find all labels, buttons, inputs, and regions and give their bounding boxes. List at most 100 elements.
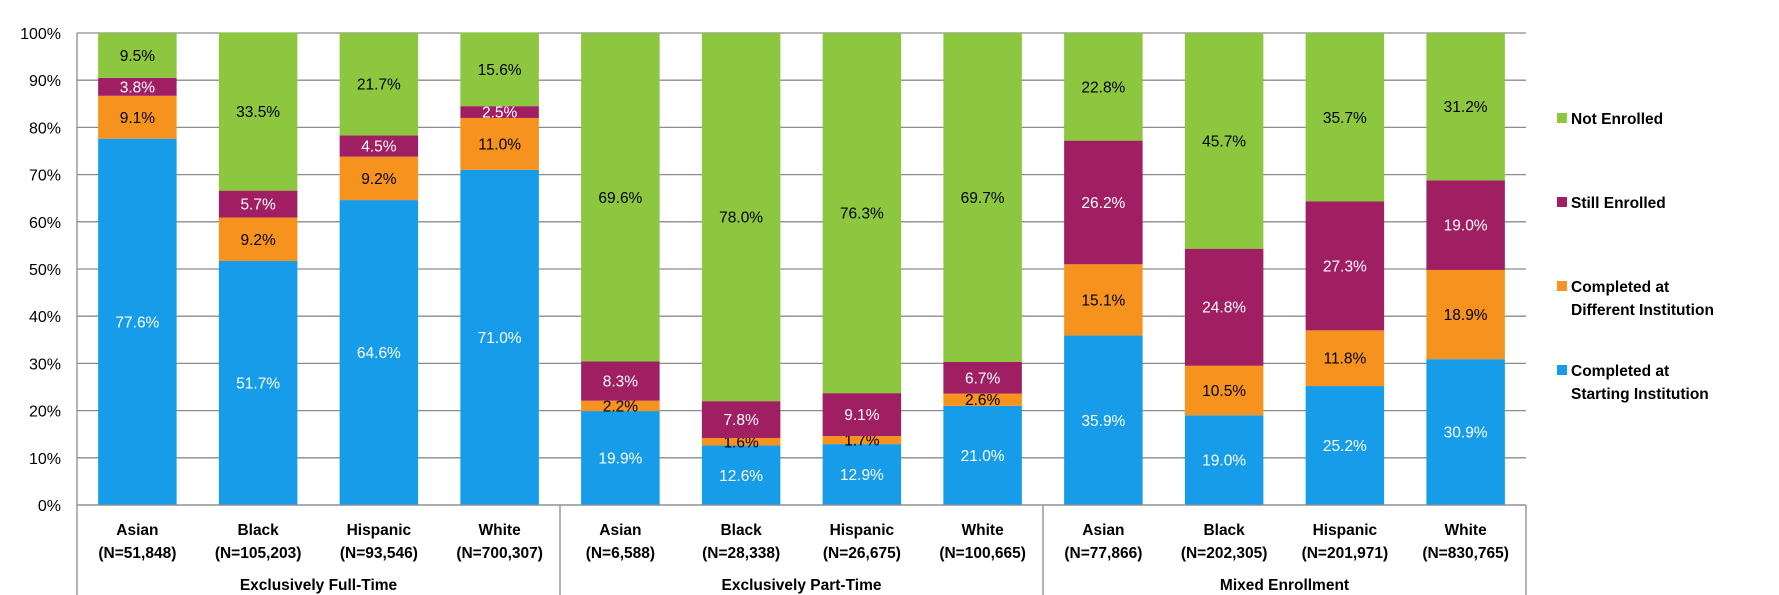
legend-label: Not Enrolled — [1571, 111, 1663, 128]
data-label: 19.0% — [1444, 218, 1488, 235]
data-label: 12.9% — [840, 467, 884, 484]
data-label: 7.8% — [723, 412, 759, 429]
category-n-label: (N=201,971) — [1302, 545, 1389, 562]
category-n-label: (N=93,546) — [340, 545, 418, 562]
bar-segment — [1426, 33, 1505, 181]
legend-label: Different Institution — [1571, 302, 1714, 319]
bar-segment — [701, 437, 781, 446]
group-label: Exclusively Full-Time — [240, 577, 398, 594]
data-label: 26.2% — [1081, 195, 1125, 212]
bar-segment — [943, 393, 1022, 406]
legend-swatch — [1557, 113, 1567, 123]
gridlines — [77, 32, 1526, 506]
bar-segment — [1184, 365, 1264, 416]
y-tick-label: 60% — [29, 215, 61, 232]
bar-segment — [1426, 180, 1505, 270]
bar-segment — [822, 444, 902, 505]
legend: Not Enrolled Still Enrolled Completed at Di… — [1557, 111, 1714, 403]
bar-segment — [98, 95, 177, 139]
category-n-label: (N=830,765) — [1422, 545, 1509, 562]
data-label: 15.6% — [478, 62, 522, 79]
bar-segment — [581, 411, 660, 505]
bar-segment — [1305, 330, 1385, 387]
data-label: 11.0% — [478, 136, 521, 153]
bar-segment — [218, 217, 298, 261]
data-label: 45.7% — [1202, 133, 1246, 150]
bar-segment — [943, 361, 1022, 394]
y-tick-label: 30% — [29, 356, 61, 373]
category-n-label: (N=26,675) — [823, 545, 901, 562]
category-label: White — [1445, 522, 1488, 539]
category-n-label: (N=202,305) — [1181, 545, 1268, 562]
data-label: 71.0% — [478, 330, 522, 347]
group-label: Exclusively Part-Time — [722, 577, 882, 594]
data-label: 9.2% — [361, 171, 397, 188]
bar-segment — [1064, 140, 1143, 265]
y-axis-ticks: 0% 10% 20% 30% 40% 50% 60% 70% 80% 90% 100% — [20, 26, 61, 515]
data-label: 27.3% — [1323, 258, 1367, 275]
bar-segment — [1305, 33, 1385, 202]
bar-segment — [339, 200, 419, 505]
data-label: 22.8% — [1081, 79, 1125, 96]
category-label: Black — [720, 522, 762, 539]
data-label: 12.6% — [719, 468, 763, 485]
data-label: 35.7% — [1323, 110, 1367, 127]
x-axis-labels: Exclusively Full-Time Exclusively Part-Ti… — [98, 522, 1509, 594]
data-label: 6.7% — [965, 370, 1001, 387]
bar-segment — [339, 135, 419, 157]
y-tick-label: 40% — [29, 309, 61, 326]
data-label: 1.7% — [844, 433, 880, 450]
y-tick-label: 50% — [29, 262, 61, 279]
axes — [76, 33, 1527, 595]
data-label: 19.9% — [598, 451, 642, 468]
category-n-label: (N=105,203) — [215, 545, 302, 562]
data-label: 9.1% — [844, 407, 880, 424]
data-label: 2.6% — [965, 392, 1001, 409]
data-label: 69.6% — [598, 190, 642, 207]
data-label: 30.9% — [1444, 425, 1488, 442]
legend-swatch — [1557, 365, 1567, 375]
data-label: 21.7% — [357, 77, 401, 94]
legend-label: Still Enrolled — [1571, 195, 1666, 212]
bar-segment — [98, 138, 177, 505]
legend-swatch — [1557, 281, 1567, 291]
data-label: 64.6% — [357, 345, 401, 362]
bar-segment — [701, 401, 781, 438]
data-label: 69.7% — [961, 190, 1005, 207]
bar-segment — [1184, 415, 1264, 505]
category-label: Hispanic — [830, 522, 895, 539]
bar-segment — [1305, 201, 1385, 331]
data-label: 24.8% — [1202, 300, 1246, 317]
category-label: White — [962, 522, 1005, 539]
data-label: 10.5% — [1202, 383, 1246, 400]
data-label: 2.5% — [482, 105, 518, 122]
data-label: 33.5% — [236, 104, 280, 121]
bar-segment — [1426, 359, 1505, 505]
bar-segment — [460, 169, 539, 505]
data-label: 25.2% — [1323, 438, 1367, 455]
data-label: 5.7% — [240, 197, 276, 214]
bar-segment — [218, 190, 298, 218]
bar-segment — [98, 33, 177, 78]
y-tick-label: 100% — [20, 26, 61, 43]
bar-segment — [1064, 335, 1143, 505]
bar-segment — [339, 156, 419, 201]
category-label: Hispanic — [1313, 522, 1378, 539]
bar-segment — [98, 77, 177, 96]
bar-segment — [1064, 33, 1143, 141]
legend-label: Starting Institution — [1571, 386, 1709, 403]
category-label: Black — [1203, 522, 1245, 539]
data-label: 9.2% — [240, 232, 276, 249]
category-label: Asian — [116, 522, 158, 539]
category-n-label: (N=51,848) — [98, 545, 176, 562]
bar-segment — [460, 32, 539, 107]
bar-segment — [701, 445, 781, 505]
category-n-label: (N=6,588) — [586, 545, 655, 562]
data-label: 78.0% — [719, 210, 763, 227]
data-label: 76.3% — [840, 206, 884, 223]
data-label: 21.0% — [961, 448, 1005, 465]
data-label: 31.2% — [1444, 99, 1488, 116]
data-label: 3.8% — [120, 79, 156, 96]
legend-label: Completed at — [1571, 363, 1669, 380]
